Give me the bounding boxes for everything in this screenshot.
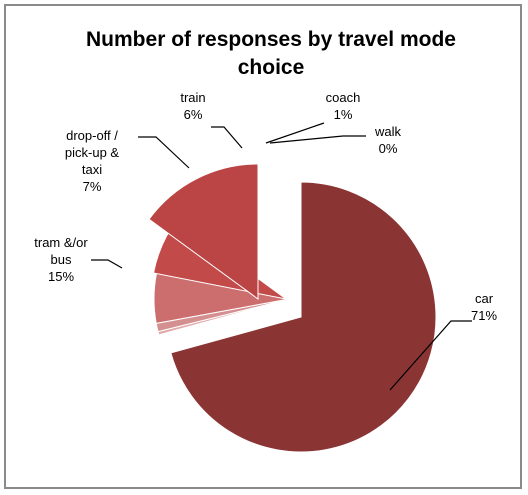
data-label-3-line-1: coach [326,90,361,105]
data-label-5-line-2: pick-up & [65,145,120,160]
data-label-3-line-2: 1% [334,107,353,122]
data-label-4-line-1: train [180,90,205,105]
data-label-2-line-2: 0% [379,141,398,156]
chart-title-line-2: choice [238,56,305,79]
data-label-6-line-2: bus [51,252,72,267]
data-label-5-line-1: drop-off / [66,128,118,143]
data-label-4-line-2: 6% [184,107,203,122]
data-label-6-line-1: tram &/or [34,235,88,250]
leader-line-2 [269,135,366,144]
leader-line-3 [265,122,325,144]
chart-frame: Number of responses by travel mode choic… [4,4,522,489]
leader-line-5 [138,136,190,169]
pie-chart: Number of responses by travel mode choic… [34,28,497,453]
data-label-1-line-1: car [475,291,494,306]
data-label-5-line-4: 7% [83,179,102,194]
pie-slice-car [170,181,437,453]
data-label-2-line-1: walk [374,124,402,139]
pie-slice-tram-or-bus [148,163,259,300]
chart-title-line-1: Number of responses by travel mode [86,28,456,51]
data-label-6-line-3: 15% [48,269,74,284]
data-label-1-line-2: 71% [471,308,497,323]
leader-line-1 [389,320,472,391]
leader-line-4 [211,126,243,149]
data-label-5-line-3: taxi [82,162,102,177]
leader-line-6 [91,259,123,269]
